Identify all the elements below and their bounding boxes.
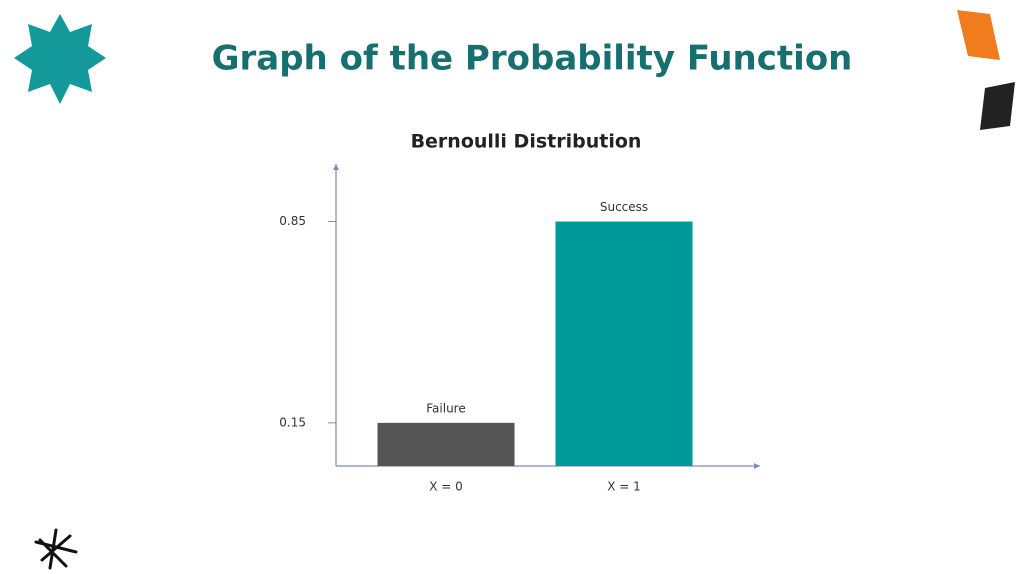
y-tick-label: 0.15 [279, 415, 306, 429]
orange-shape [957, 10, 1000, 60]
chart-title: Bernoulli Distribution [411, 131, 642, 153]
x-tick-label: X = 1 [607, 480, 641, 494]
y-tick-label: 0.85 [279, 214, 306, 228]
y-axis-arrow [333, 164, 339, 170]
bar-label: Failure [426, 401, 465, 415]
asterisk-decoration [34, 528, 78, 570]
bar-label: Success [600, 200, 648, 214]
bar [377, 422, 515, 466]
black-shape [980, 82, 1015, 130]
star-decoration [14, 14, 106, 104]
bar [555, 221, 693, 466]
x-tick-label: X = 0 [429, 480, 463, 494]
slide-title: Graph of the Probability Function [212, 39, 853, 79]
x-axis-arrow [754, 463, 760, 469]
